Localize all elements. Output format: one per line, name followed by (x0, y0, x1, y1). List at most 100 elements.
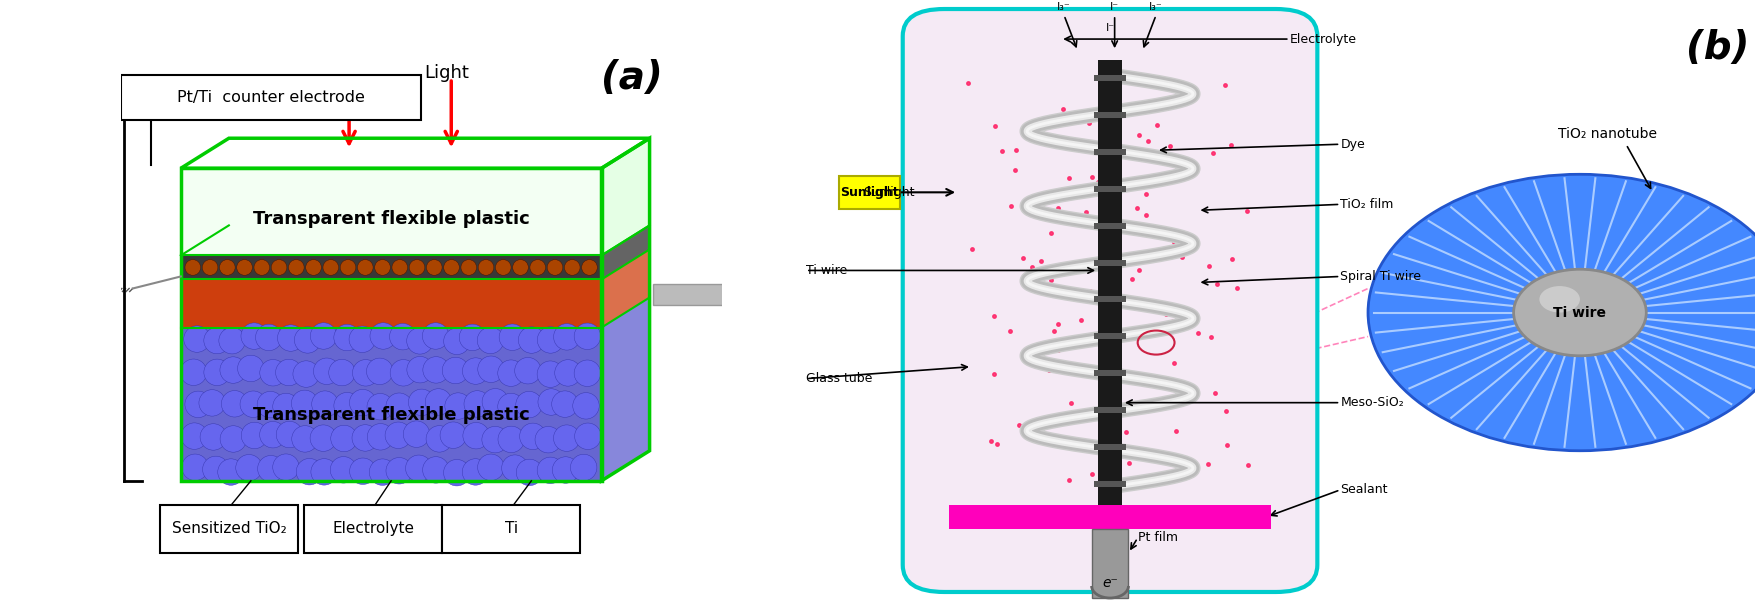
Circle shape (181, 359, 207, 385)
Bar (1095, 334, 1125, 340)
Circle shape (404, 421, 430, 447)
Circle shape (288, 260, 304, 275)
Circle shape (462, 260, 477, 275)
Text: Sealant: Sealant (1341, 483, 1388, 496)
Circle shape (498, 426, 525, 453)
Bar (1095, 75, 1125, 81)
Circle shape (358, 260, 374, 275)
Bar (1095, 260, 1125, 266)
Bar (1092, 529, 1128, 598)
Polygon shape (181, 168, 602, 255)
Circle shape (333, 325, 360, 351)
Circle shape (340, 260, 356, 275)
Circle shape (323, 260, 339, 275)
Circle shape (370, 323, 397, 349)
Circle shape (405, 455, 432, 481)
Circle shape (539, 389, 565, 415)
Circle shape (555, 359, 581, 386)
Bar (1095, 444, 1125, 450)
Circle shape (551, 391, 577, 417)
Polygon shape (602, 225, 649, 279)
Circle shape (570, 454, 597, 481)
Circle shape (460, 324, 486, 350)
Circle shape (535, 427, 562, 453)
Polygon shape (181, 255, 602, 279)
Polygon shape (602, 297, 649, 481)
Text: I₃⁻: I₃⁻ (1150, 2, 1164, 12)
Circle shape (498, 393, 525, 419)
Circle shape (276, 359, 302, 386)
Circle shape (376, 260, 390, 275)
Circle shape (426, 426, 453, 452)
Bar (1095, 149, 1125, 155)
FancyBboxPatch shape (121, 75, 421, 120)
Circle shape (235, 454, 261, 481)
Bar (1095, 112, 1125, 118)
Circle shape (386, 457, 412, 484)
Circle shape (272, 260, 286, 275)
Circle shape (277, 325, 304, 351)
Circle shape (553, 457, 579, 483)
Circle shape (293, 361, 319, 387)
Text: Pt/Ti  counter electrode: Pt/Ti counter electrode (177, 90, 365, 105)
Circle shape (295, 327, 321, 353)
Text: Ti wire: Ti wire (806, 264, 848, 277)
Circle shape (272, 393, 298, 419)
Circle shape (444, 393, 472, 419)
Circle shape (305, 260, 321, 275)
Circle shape (498, 360, 525, 386)
Circle shape (384, 422, 411, 448)
Text: Dye: Dye (1341, 138, 1365, 151)
Polygon shape (602, 249, 649, 328)
Circle shape (537, 327, 563, 353)
Polygon shape (181, 279, 602, 328)
Circle shape (240, 422, 269, 448)
Text: (b): (b) (1687, 29, 1750, 67)
Circle shape (314, 358, 340, 385)
Text: Transparent flexible plastic: Transparent flexible plastic (253, 406, 530, 424)
Circle shape (530, 260, 546, 275)
Circle shape (483, 427, 509, 453)
Circle shape (183, 454, 209, 480)
Circle shape (426, 260, 442, 275)
Circle shape (537, 457, 563, 484)
Circle shape (537, 361, 563, 388)
Circle shape (353, 425, 379, 451)
FancyBboxPatch shape (902, 9, 1318, 592)
Circle shape (574, 323, 600, 350)
Circle shape (240, 323, 267, 349)
Circle shape (181, 423, 207, 450)
Text: Transparent flexible plastic: Transparent flexible plastic (253, 210, 530, 228)
Circle shape (477, 327, 504, 353)
Circle shape (202, 456, 230, 483)
Circle shape (237, 260, 253, 275)
Text: Light: Light (425, 64, 469, 82)
Circle shape (330, 426, 358, 452)
Circle shape (572, 392, 598, 419)
Text: Electrolyte: Electrolyte (332, 522, 414, 536)
Circle shape (423, 323, 449, 349)
Circle shape (444, 260, 460, 275)
Circle shape (219, 260, 235, 275)
Bar (1095, 407, 1125, 413)
Circle shape (548, 260, 563, 275)
Circle shape (390, 323, 416, 350)
FancyBboxPatch shape (442, 505, 581, 553)
Circle shape (330, 457, 356, 483)
Circle shape (291, 390, 318, 416)
Bar (1099, 60, 1121, 505)
Bar (1095, 186, 1125, 192)
Text: (a): (a) (600, 59, 662, 97)
Circle shape (553, 425, 579, 451)
Text: I⁻: I⁻ (1106, 23, 1114, 33)
Text: Pt film: Pt film (1137, 531, 1178, 545)
Circle shape (390, 359, 416, 386)
Text: I₃⁻: I₃⁻ (1057, 2, 1071, 12)
Circle shape (221, 391, 247, 417)
Circle shape (444, 460, 470, 486)
Circle shape (407, 328, 433, 354)
Circle shape (260, 421, 286, 448)
Circle shape (276, 421, 302, 448)
Circle shape (202, 260, 218, 275)
Circle shape (512, 260, 528, 275)
